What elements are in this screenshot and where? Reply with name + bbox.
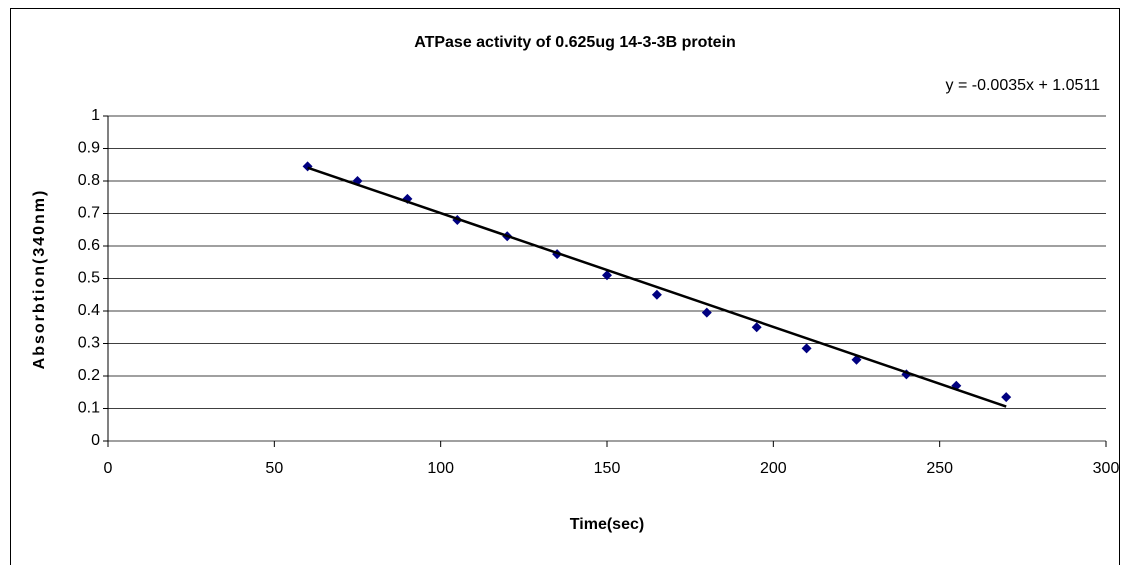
y-tick-label: 0.2 <box>78 367 100 384</box>
y-tick-label: 0 <box>91 432 100 449</box>
data-point <box>602 270 612 281</box>
y-tick-label: 0.6 <box>78 237 100 254</box>
y-tick-label: 0.1 <box>78 400 100 417</box>
data-point <box>651 289 662 300</box>
y-tick-label: 0.3 <box>78 335 100 352</box>
chart-frame <box>10 8 1120 565</box>
trendline <box>307 166 1007 408</box>
y-tick-label: 0.5 <box>78 270 100 287</box>
x-axis-label: Time(sec) <box>570 516 644 533</box>
data-point <box>801 343 812 354</box>
y-tick-label: 0.4 <box>78 302 100 319</box>
chart-title: ATPase activity of 0.625ug 14-3-3B prote… <box>414 34 736 51</box>
y-tick-label: 0.8 <box>78 172 100 189</box>
data-point <box>751 322 762 333</box>
y-axis-label: Absorbtion(340nm) <box>31 189 48 370</box>
x-tick-label: 50 <box>265 460 283 477</box>
y-tick-label: 0.9 <box>78 140 100 157</box>
data-point <box>701 307 712 318</box>
x-tick-label: 250 <box>926 460 953 477</box>
x-tick-label: 200 <box>760 460 787 477</box>
x-tick-label: 0 <box>104 460 113 477</box>
trendline-label: y = -0.0035x + 1.0511 <box>946 77 1101 94</box>
x-tick-label: 300 <box>1093 460 1120 477</box>
data-point <box>1001 392 1012 403</box>
y-tick-label: 0.7 <box>78 205 100 222</box>
x-tick-label: 150 <box>594 460 621 477</box>
x-tick-label: 100 <box>427 460 454 477</box>
y-tick-label: 1 <box>91 107 100 124</box>
